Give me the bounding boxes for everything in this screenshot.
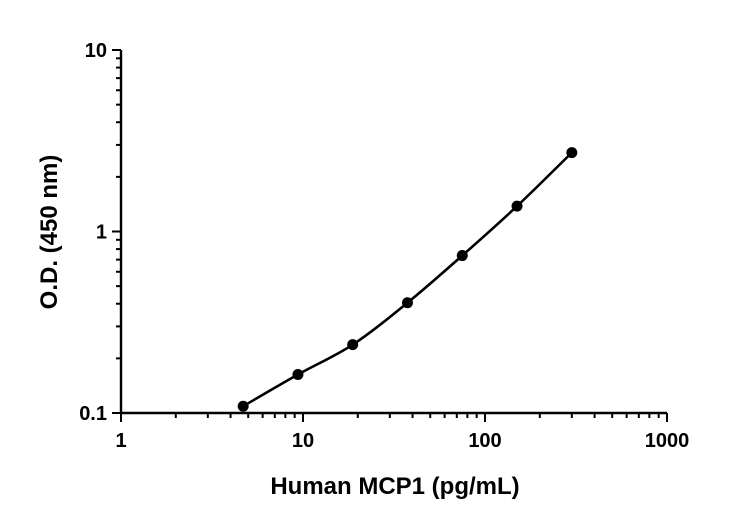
data-point <box>566 147 578 159</box>
y-axis-title: O.D. (450 nm) <box>36 155 63 310</box>
y-tick-label: 0.1 <box>79 403 107 425</box>
x-tick-label: 1000 <box>645 430 690 452</box>
data-point <box>511 200 523 212</box>
data-point <box>292 368 304 380</box>
axes <box>119 50 667 415</box>
data-point <box>456 250 468 262</box>
data-point <box>237 400 249 412</box>
x-tick-label: 1 <box>115 430 126 452</box>
tick-labels: 1 10 100 1000 0.1 1 10 <box>79 40 689 452</box>
data-points <box>237 147 578 412</box>
data-point <box>401 297 413 309</box>
x-tick-label: 10 <box>292 430 314 452</box>
data-point <box>347 339 359 351</box>
x-tick-label: 100 <box>468 430 501 452</box>
y-tick-label: 1 <box>96 222 107 244</box>
y-tick-label: 10 <box>85 40 107 62</box>
fit-curve <box>242 151 573 408</box>
x-axis-title: Human MCP1 (pg/mL) <box>270 473 519 500</box>
ticks <box>112 49 668 422</box>
